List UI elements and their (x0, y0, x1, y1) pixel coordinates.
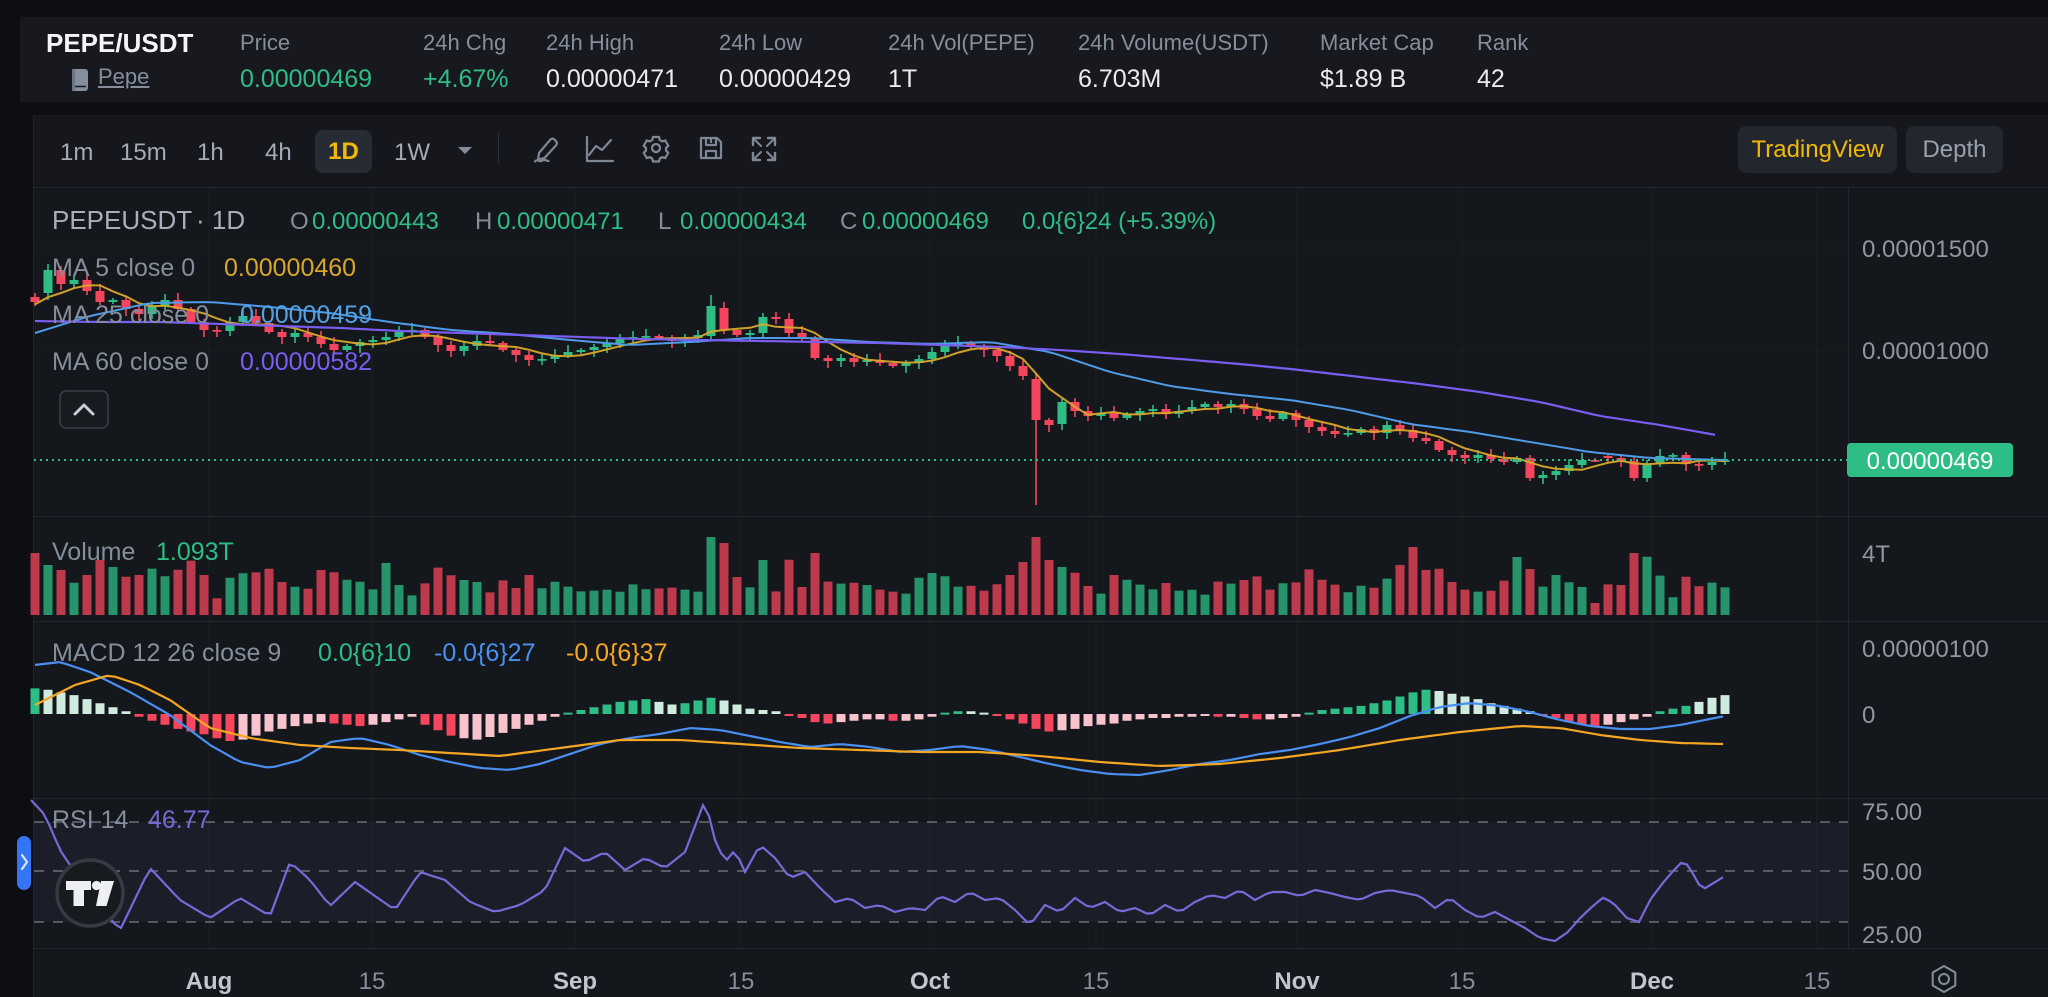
svg-text:Oct: Oct (910, 968, 950, 995)
svg-text:0: 0 (1862, 702, 1875, 729)
svg-text:Dec: Dec (1630, 968, 1674, 995)
svg-text:Nov: Nov (1274, 968, 1320, 995)
svg-text:MA 60 close 0: MA 60 close 0 (52, 348, 209, 376)
svg-text:15: 15 (1804, 968, 1831, 995)
svg-text:75.00: 75.00 (1862, 799, 1922, 826)
svg-text:0.00000459: 0.00000459 (240, 301, 372, 329)
svg-text:PEPEUSDT: PEPEUSDT (52, 205, 192, 235)
svg-text:0.00000434: 0.00000434 (680, 208, 807, 235)
svg-text:L: L (658, 208, 671, 235)
svg-text:MA 5 close 0: MA 5 close 0 (52, 254, 195, 282)
svg-text:1.093T: 1.093T (156, 538, 234, 566)
svg-text:0.00000443: 0.00000443 (312, 208, 439, 235)
svg-text:0.00000100: 0.00000100 (1862, 636, 1989, 663)
svg-text:0.00000460: 0.00000460 (224, 254, 356, 282)
svg-text:MACD 12 26 close 9: MACD 12 26 close 9 (52, 639, 281, 667)
svg-text:50.00: 50.00 (1862, 859, 1922, 886)
svg-text:15: 15 (359, 968, 386, 995)
svg-text:0.00000471: 0.00000471 (497, 208, 624, 235)
svg-text:-0.0{6}27: -0.0{6}27 (434, 639, 536, 667)
svg-text:0.00001500: 0.00001500 (1862, 236, 1989, 263)
svg-text:H: H (475, 208, 492, 235)
svg-text:· 1D: · 1D (196, 205, 245, 235)
svg-text:MA 25 close 0: MA 25 close 0 (52, 301, 209, 329)
svg-text:25.00: 25.00 (1862, 922, 1922, 949)
svg-text:O: O (290, 208, 309, 235)
svg-text:C: C (840, 208, 857, 235)
svg-text:0.00000469: 0.00000469 (862, 208, 989, 235)
svg-text:Aug: Aug (186, 968, 233, 995)
svg-text:Volume: Volume (52, 538, 135, 566)
svg-text:15: 15 (1083, 968, 1110, 995)
svg-text:15: 15 (1449, 968, 1476, 995)
svg-text:0.0{6}10: 0.0{6}10 (318, 639, 411, 667)
svg-text:RSI 14: RSI 14 (52, 806, 129, 834)
svg-text:0.00000469: 0.00000469 (1867, 448, 1994, 475)
svg-text:-0.0{6}37: -0.0{6}37 (566, 639, 668, 667)
svg-text:0.00001000: 0.00001000 (1862, 338, 1989, 365)
svg-text:15: 15 (728, 968, 755, 995)
svg-text:0.00000582: 0.00000582 (240, 348, 372, 376)
svg-text:46.77: 46.77 (148, 806, 211, 834)
svg-text:0.0{6}24 (+5.39%): 0.0{6}24 (+5.39%) (1022, 208, 1216, 235)
svg-text:Sep: Sep (553, 968, 597, 995)
svg-text:4T: 4T (1862, 541, 1890, 568)
